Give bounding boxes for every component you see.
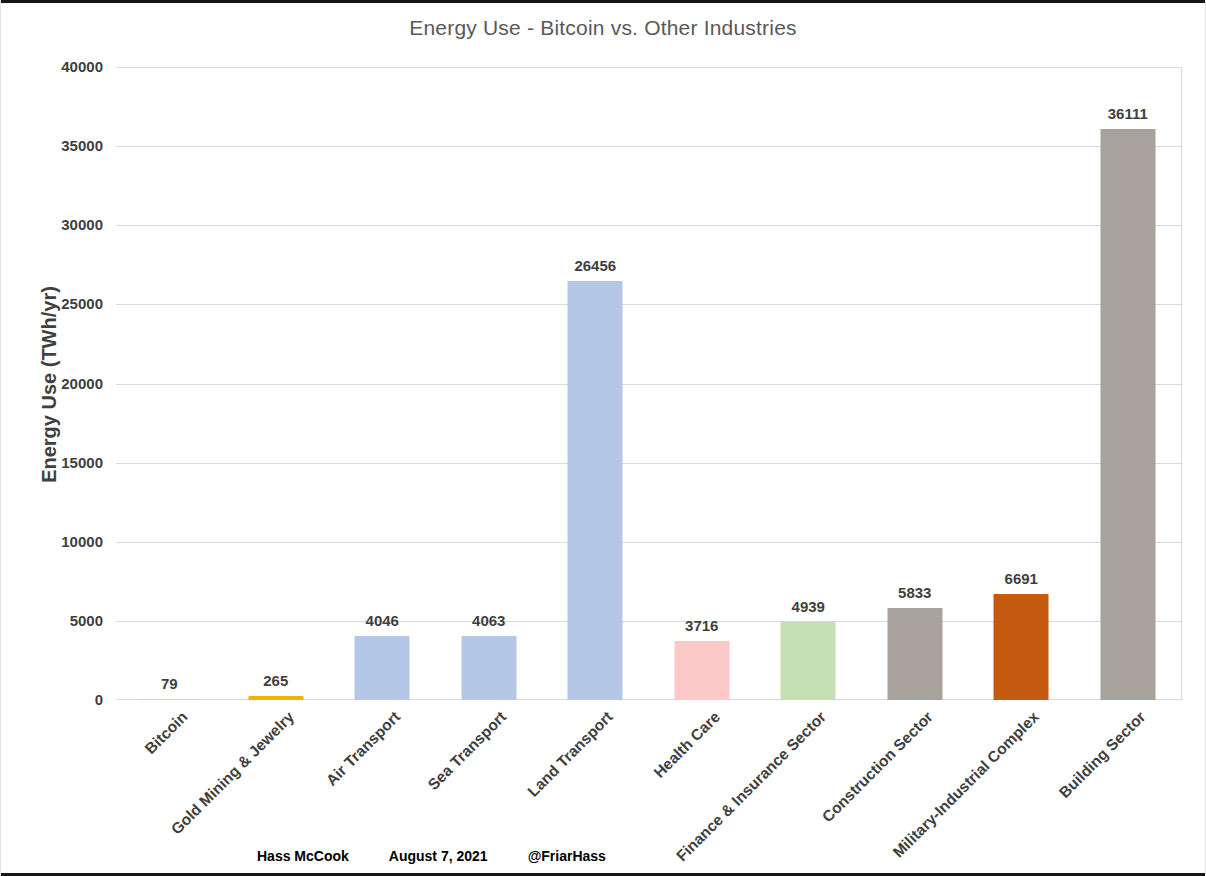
bar-value-label: 4063 xyxy=(472,612,505,629)
gridline xyxy=(116,225,1181,226)
x-category-label: Land Transport xyxy=(524,708,617,801)
y-tick-label: 30000 xyxy=(3,216,103,233)
x-category-label: Health Care xyxy=(650,708,724,782)
y-tick-label: 35000 xyxy=(3,137,103,154)
bar-building-sector xyxy=(1100,129,1155,700)
y-tick-label: 10000 xyxy=(3,533,103,550)
footer-author: Hass McCook xyxy=(257,848,349,864)
gridline xyxy=(116,384,1181,385)
y-tick-label: 40000 xyxy=(3,58,103,75)
y-tick-label: 15000 xyxy=(3,454,103,471)
footer-handle: @FriarHass xyxy=(528,848,606,864)
gridline xyxy=(116,542,1181,543)
bar-value-label: 4046 xyxy=(366,612,399,629)
y-tick-label: 0 xyxy=(3,691,103,708)
bar-gold-mining-jewelry xyxy=(248,696,303,700)
x-category-label: Sea Transport xyxy=(425,708,511,794)
chart-canvas: Energy Use - Bitcoin vs. Other Industrie… xyxy=(0,0,1206,876)
bar-air-transport xyxy=(355,636,410,700)
gridline xyxy=(116,304,1181,305)
top-border-bar xyxy=(1,0,1206,3)
bar-military-industrial-complex xyxy=(994,594,1049,700)
bar-value-label: 5833 xyxy=(898,584,931,601)
bar-construction-sector xyxy=(887,608,942,700)
bar-sea-transport xyxy=(461,636,516,700)
footer: Hass McCook August 7, 2021 @FriarHass xyxy=(257,848,606,864)
bar-health-care xyxy=(674,641,729,700)
bar-value-label: 265 xyxy=(263,672,288,689)
footer-date: August 7, 2021 xyxy=(389,848,488,864)
x-category-label: Air Transport xyxy=(322,708,404,790)
x-category-label: Bitcoin xyxy=(141,708,191,758)
bar-value-label: 6691 xyxy=(1005,570,1038,587)
bar-land-transport xyxy=(568,281,623,700)
bar-value-label: 79 xyxy=(161,675,178,692)
chart-title: Energy Use - Bitcoin vs. Other Industrie… xyxy=(1,16,1205,40)
bar-value-label: 4939 xyxy=(792,598,825,615)
x-category-label: Building Sector xyxy=(1056,708,1150,802)
plot-area: 79 265 4046 4063 26456 3716 4939 5833 6691 36111 xyxy=(116,67,1182,700)
bar-bitcoin xyxy=(142,699,197,701)
bar-value-label: 3716 xyxy=(685,617,718,634)
gridline xyxy=(116,463,1181,464)
gridline xyxy=(116,67,1181,68)
bar-value-label: 36111 xyxy=(1108,105,1148,122)
gridline xyxy=(116,146,1181,147)
y-tick-label: 20000 xyxy=(3,375,103,392)
bar-value-label: 26456 xyxy=(574,257,616,274)
bar-finance-insurance-sector xyxy=(781,622,836,700)
x-category-label: Construction Sector xyxy=(818,708,936,826)
x-category-label: Gold Mining & Jewelry xyxy=(167,708,297,838)
y-tick-label: 25000 xyxy=(3,295,103,312)
y-tick-label: 5000 xyxy=(3,612,103,629)
